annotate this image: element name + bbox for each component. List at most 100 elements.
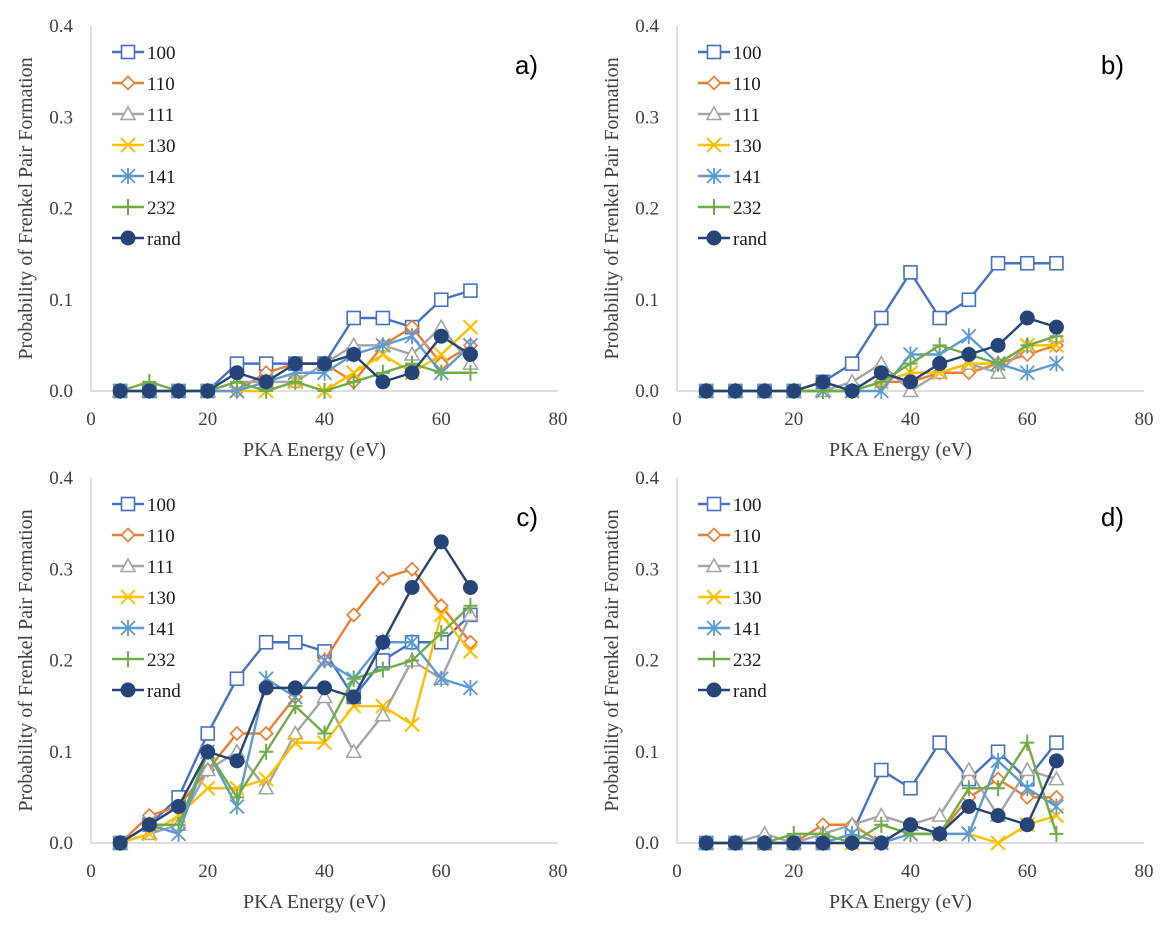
data-point-rand xyxy=(258,680,274,696)
data-point-232 xyxy=(405,652,420,669)
legend-label-141: 141 xyxy=(733,167,762,188)
data-point-111 xyxy=(960,761,978,777)
x-tick-label: 80 xyxy=(1135,861,1154,882)
legend-label-111: 111 xyxy=(733,557,760,578)
data-point-rand xyxy=(375,374,391,390)
y-tick-label: 0.2 xyxy=(635,199,659,220)
data-point-rand xyxy=(932,356,948,372)
data-point-232 xyxy=(317,725,332,742)
data-point-141 xyxy=(1019,364,1035,381)
legend-marker-100 xyxy=(706,496,722,512)
data-point-141 xyxy=(1019,780,1035,797)
data-point-100 xyxy=(1049,255,1064,271)
data-point-100 xyxy=(874,310,889,326)
data-point-rand xyxy=(317,356,332,372)
legend: 100 110 111 130 141 232 rand xyxy=(698,43,767,250)
data-point-232 xyxy=(463,597,478,614)
data-point-rand xyxy=(990,808,1006,824)
data-point-110 xyxy=(1019,789,1035,806)
data-point-100 xyxy=(932,310,947,326)
x-tick-label: 20 xyxy=(198,861,217,882)
legend-marker-rand xyxy=(706,230,722,246)
panel-label: d) xyxy=(1101,502,1124,532)
legend-marker-110 xyxy=(120,527,136,543)
data-point-111 xyxy=(462,606,479,622)
legend-marker-100 xyxy=(120,496,136,512)
legend-label-110: 110 xyxy=(147,526,175,547)
x-tick-label: 60 xyxy=(432,861,451,882)
data-point-232 xyxy=(874,816,889,833)
data-point-rand xyxy=(727,835,743,851)
legend-label-rand: rand xyxy=(733,229,767,250)
data-point-111 xyxy=(1048,770,1065,786)
data-point-rand xyxy=(757,383,773,399)
y-tick-label: 0.0 xyxy=(49,833,73,854)
y-tick-label: 0.4 xyxy=(635,468,659,489)
data-point-rand xyxy=(112,383,128,399)
legend-marker-110 xyxy=(706,527,722,543)
y-tick-label: 0.1 xyxy=(635,290,659,311)
y-tick-label: 0.3 xyxy=(635,107,659,128)
legend-marker-130 xyxy=(706,589,722,605)
data-point-100 xyxy=(961,292,977,308)
legend-label-111: 111 xyxy=(733,105,760,126)
data-point-130 xyxy=(316,734,333,751)
legend: 100 110 111 130 141 232 rand xyxy=(698,495,767,702)
data-point-100 xyxy=(874,762,889,778)
data-point-100 xyxy=(375,310,391,326)
chart-panel-2: 0.0 0.1 0.2 0.3 0.4 0 20 40 60 80 PKA Energy (eV) P… xyxy=(601,16,1154,461)
data-point-141 xyxy=(404,328,420,345)
data-point-232 xyxy=(317,383,332,399)
y-tick-label: 0.1 xyxy=(635,742,659,763)
legend-marker-130 xyxy=(706,137,722,153)
data-point-rand xyxy=(287,680,303,696)
legend: 100 110 111 130 141 232 rand xyxy=(112,43,181,250)
data-point-100 xyxy=(258,634,274,650)
data-point-rand xyxy=(317,680,332,696)
legend-label-rand: rand xyxy=(147,681,181,702)
data-point-110 xyxy=(433,598,449,614)
data-point-130 xyxy=(433,346,449,363)
data-point-232 xyxy=(288,373,303,390)
data-point-100 xyxy=(932,735,947,750)
data-point-100 xyxy=(433,292,449,308)
data-point-rand xyxy=(229,365,245,381)
x-tick-label: 80 xyxy=(549,861,568,882)
data-point-141 xyxy=(1048,355,1065,372)
x-tick-label: 60 xyxy=(432,409,451,430)
data-point-rand xyxy=(171,383,187,399)
panel-label: c) xyxy=(516,502,538,532)
legend-marker-100 xyxy=(706,44,722,60)
data-point-100 xyxy=(1019,255,1035,271)
data-point-rand xyxy=(229,753,245,769)
x-tick-label: 20 xyxy=(784,409,803,430)
data-point-111 xyxy=(931,806,949,822)
data-point-141 xyxy=(961,825,977,842)
x-tick-label: 60 xyxy=(1018,861,1037,882)
data-point-rand xyxy=(258,374,274,390)
legend-marker-rand xyxy=(706,682,722,698)
x-tick-label: 60 xyxy=(1018,409,1037,430)
data-point-141 xyxy=(375,337,391,354)
legend-marker-111 xyxy=(119,105,137,121)
legend-label-232: 232 xyxy=(147,198,176,219)
data-point-232 xyxy=(903,355,918,372)
data-point-232 xyxy=(346,373,361,390)
x-tick-label: 40 xyxy=(901,861,920,882)
x-tick-label: 20 xyxy=(784,861,803,882)
legend-marker-141 xyxy=(120,620,136,636)
legend-marker-232 xyxy=(121,199,135,215)
series-rand xyxy=(698,753,1064,851)
data-point-100 xyxy=(1049,735,1064,750)
data-point-130 xyxy=(258,771,274,787)
data-point-rand xyxy=(844,383,860,399)
data-point-111 xyxy=(199,761,217,777)
data-point-rand xyxy=(932,826,948,842)
data-point-232 xyxy=(961,780,976,797)
legend: 100 110 111 130 141 232 rand xyxy=(112,495,181,702)
legend-label-111: 111 xyxy=(147,557,174,578)
data-point-rand xyxy=(815,835,831,851)
series-rand xyxy=(698,310,1064,399)
legend-marker-111 xyxy=(705,105,723,121)
data-point-rand xyxy=(404,580,420,595)
